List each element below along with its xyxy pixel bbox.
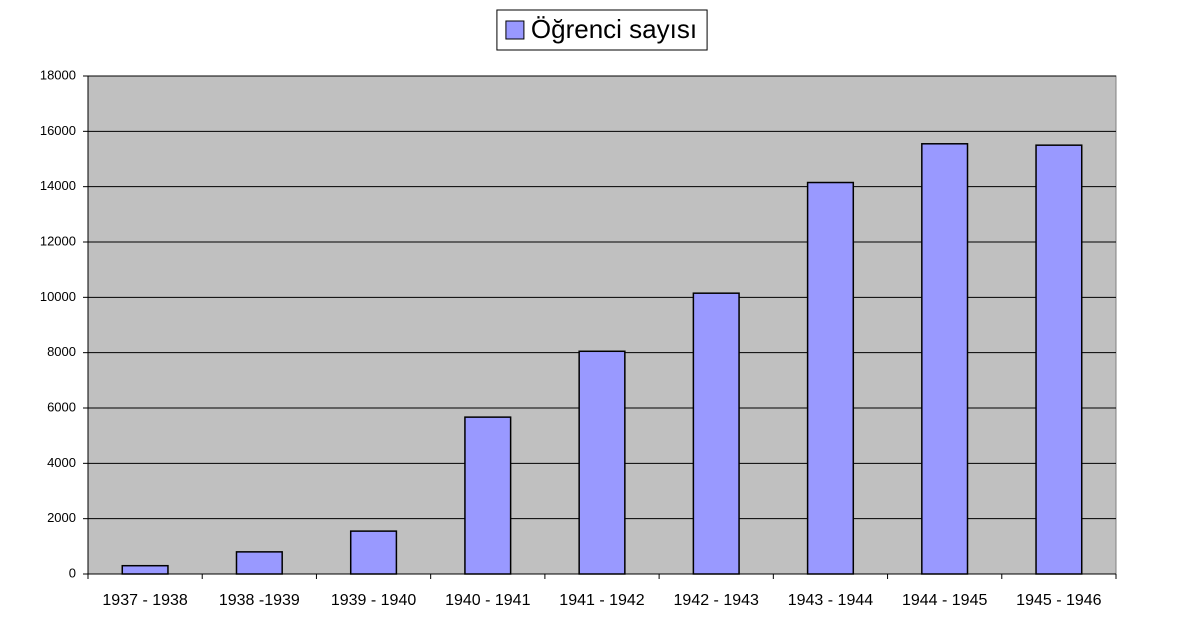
y-tick-label: 0 [69, 565, 76, 580]
bar [349, 530, 398, 575]
bar [235, 551, 283, 575]
x-tick-label: 1937 - 1938 [102, 592, 188, 609]
y-tick-label: 6000 [47, 399, 76, 414]
bar [121, 564, 169, 575]
x-tick-label: 1943 - 1944 [788, 592, 874, 609]
x-tick-label: 1944 - 1945 [902, 592, 988, 609]
bar [692, 292, 740, 575]
legend-label: Öğrenci sayısı [531, 14, 697, 44]
bar [464, 416, 512, 575]
y-tick-label: 12000 [40, 233, 76, 248]
bar [578, 350, 626, 575]
bar [1035, 144, 1083, 575]
y-tick-label: 14000 [40, 178, 76, 193]
y-tick-label: 16000 [40, 123, 76, 138]
x-tick-label: 1945 - 1946 [1016, 592, 1102, 609]
x-tick-label: 1939 - 1940 [331, 592, 417, 609]
legend [496, 9, 708, 51]
x-tick-label: 1941 - 1942 [559, 592, 645, 609]
y-tick-label: 18000 [40, 67, 76, 82]
bar [806, 181, 855, 575]
legend-swatch [505, 20, 525, 40]
y-tick-label: 4000 [47, 455, 76, 470]
x-tick-label: 1938 -1939 [219, 592, 300, 609]
y-tick-label: 10000 [40, 289, 76, 304]
y-tick-label: 2000 [47, 510, 76, 525]
x-tick-label: 1942 - 1943 [674, 592, 760, 609]
bar [921, 143, 969, 575]
y-tick-label: 8000 [47, 344, 76, 359]
x-tick-label: 1940 - 1941 [445, 592, 531, 609]
